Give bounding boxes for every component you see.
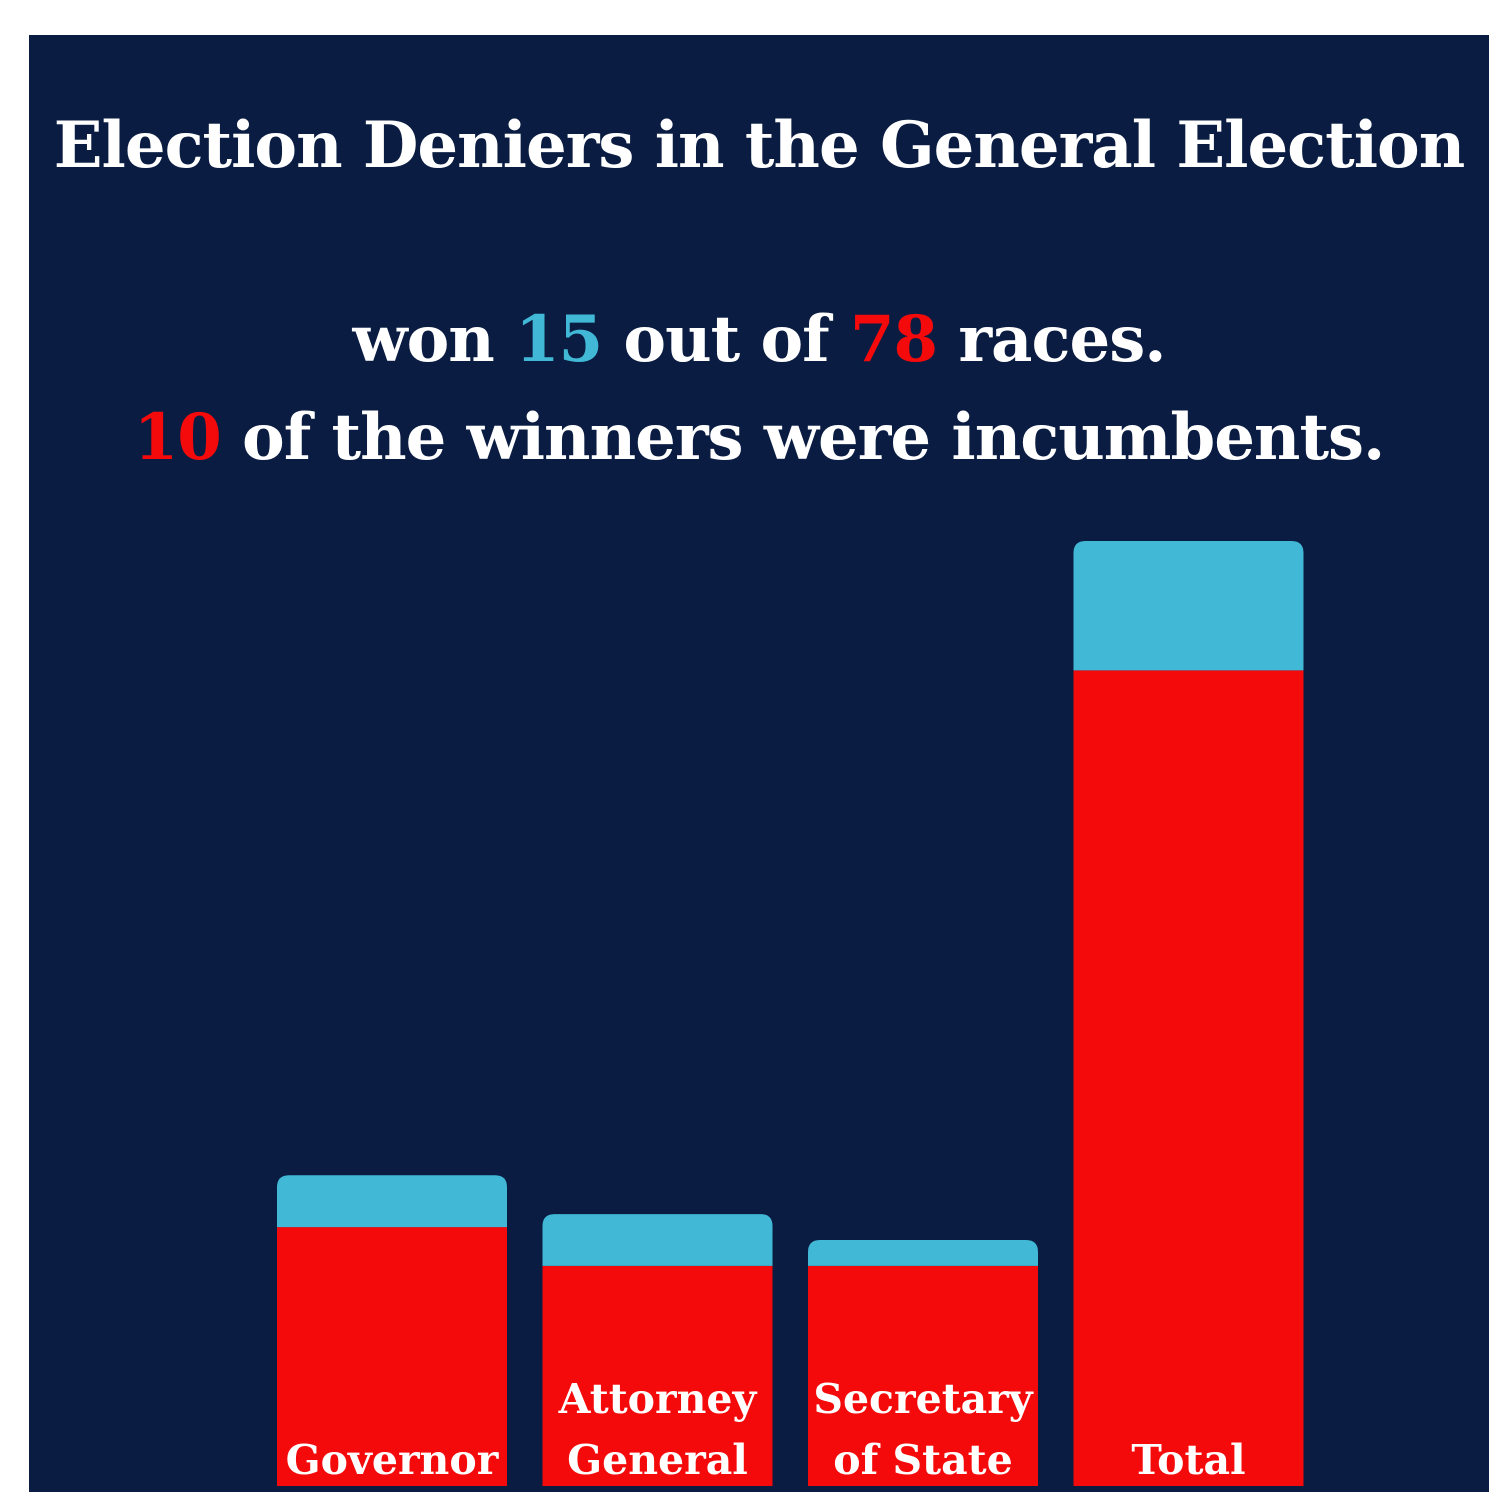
incumbent-count: 10	[133, 400, 222, 475]
won-count: 15	[515, 302, 603, 377]
bar-total-upper	[1073, 540, 1304, 671]
bar-attorney-general-upper	[542, 1214, 773, 1266]
bar-secretary-of-state-upper	[808, 1240, 1038, 1266]
bar-secretary-of-state-lower	[808, 1265, 1038, 1486]
category-label-attorney-general-2: General	[567, 1436, 748, 1484]
bar-chart: Governor Attorney General Secretary of State…	[277, 540, 1304, 1486]
category-label-governor-1: Governor	[286, 1436, 500, 1484]
category-label-secretary-of-state-2: of State	[833, 1436, 1012, 1484]
bar-attorney-general-lower	[542, 1265, 773, 1486]
category-label-attorney-general-1: Attorney	[558, 1375, 758, 1423]
bar-governor-lower	[277, 1227, 507, 1486]
chart-panel: Election Deniers in the General Election…	[29, 35, 1489, 1492]
category-label-total-1: Total	[1131, 1436, 1245, 1484]
total-count: 78	[849, 302, 938, 377]
category-label-secretary-of-state-1: Secretary	[813, 1375, 1033, 1423]
chart-title: Election Deniers in the General Election	[53, 108, 1465, 183]
won-prefix: won	[352, 302, 516, 377]
incumbent-suffix: of the winners were incumbents.	[220, 400, 1385, 475]
bar-governor-upper	[277, 1175, 507, 1228]
won-middle: out of	[602, 302, 850, 377]
bar-total-lower	[1073, 670, 1304, 1486]
won-suffix: races.	[937, 302, 1166, 377]
won-races-line: won 15 out of 78 races.	[29, 301, 1489, 379]
incumbents-line: 10 of the winners were incumbents.	[29, 399, 1489, 477]
